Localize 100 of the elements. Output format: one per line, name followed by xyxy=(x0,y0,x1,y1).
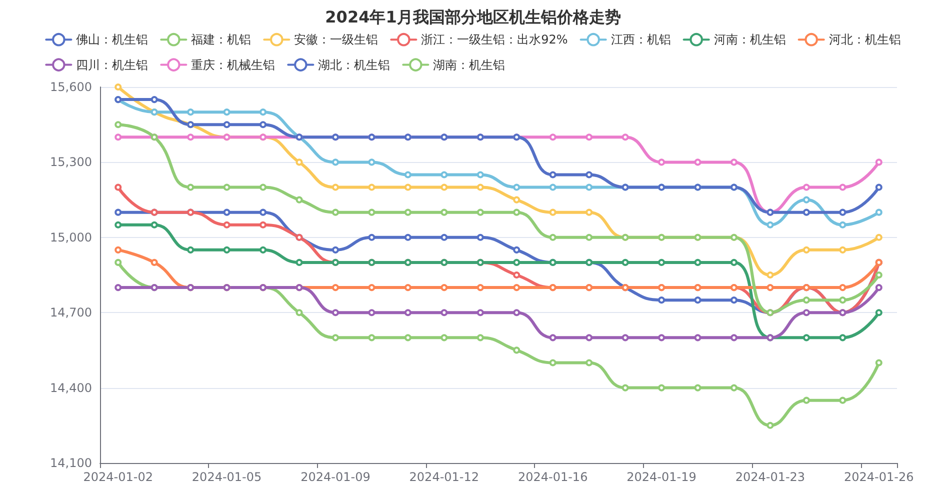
point xyxy=(658,258,666,266)
legend-label: 重庆：机械生铝 xyxy=(191,58,276,72)
point xyxy=(549,334,556,342)
point xyxy=(802,246,810,254)
chart-title: 2024年1月我国部分地区机生铝价格走势 xyxy=(325,8,621,26)
point xyxy=(187,134,194,141)
point xyxy=(368,284,376,292)
point xyxy=(114,221,122,228)
legend-label: 佛山：机生铝 xyxy=(76,32,148,47)
point xyxy=(260,208,267,216)
point xyxy=(223,246,230,254)
point xyxy=(802,334,810,342)
point xyxy=(839,284,846,292)
point xyxy=(114,184,122,191)
point xyxy=(694,296,702,304)
point xyxy=(114,134,122,141)
point xyxy=(223,221,230,228)
point xyxy=(476,334,484,342)
x-tick-label: 2024-01-23 xyxy=(735,470,806,484)
point xyxy=(513,258,520,266)
point xyxy=(586,184,593,191)
point xyxy=(766,422,774,429)
point xyxy=(513,184,520,191)
point xyxy=(404,284,412,292)
legend-label: 河南：机生铝 xyxy=(714,32,786,47)
point xyxy=(694,258,702,266)
point xyxy=(730,384,738,392)
point xyxy=(332,184,339,191)
point xyxy=(839,296,846,304)
point xyxy=(513,309,520,316)
point xyxy=(440,171,448,178)
point xyxy=(332,284,339,292)
point xyxy=(260,121,267,128)
point xyxy=(586,234,593,241)
point xyxy=(187,184,194,191)
legend-label: 四川：机生铝 xyxy=(76,58,148,72)
point xyxy=(114,121,122,128)
x-tick-label: 2024-01-02 xyxy=(83,470,153,484)
point xyxy=(802,184,810,191)
point xyxy=(875,208,882,216)
point xyxy=(658,296,666,304)
point xyxy=(802,196,810,204)
point xyxy=(875,272,882,278)
point xyxy=(187,246,194,254)
legend-label: 湖南：机生铝 xyxy=(433,58,506,72)
legend-label: 河北：机生铝 xyxy=(828,32,901,47)
point xyxy=(766,272,774,278)
x-tick-label: 2024-01-12 xyxy=(409,470,480,484)
point xyxy=(802,309,810,316)
point xyxy=(658,158,666,166)
point xyxy=(296,258,303,266)
y-tick-label: 14,400 xyxy=(50,380,92,395)
x-tick-label: 2024-01-16 xyxy=(518,470,588,484)
point xyxy=(513,208,520,216)
point xyxy=(586,334,593,342)
point xyxy=(513,346,520,354)
y-tick-label: 15,600 xyxy=(50,80,92,94)
point xyxy=(694,334,702,342)
point xyxy=(658,384,666,392)
point xyxy=(586,134,593,141)
point xyxy=(260,184,267,191)
point xyxy=(150,258,158,266)
point xyxy=(694,384,702,392)
y-tick-label: 14,100 xyxy=(50,456,92,470)
point xyxy=(730,158,738,166)
point xyxy=(332,208,339,216)
point xyxy=(839,208,846,216)
point xyxy=(586,208,593,216)
point xyxy=(223,184,230,191)
point xyxy=(766,221,774,228)
point xyxy=(150,221,158,228)
point xyxy=(114,84,122,90)
legend-label: 浙江：一级生铝：出水92% xyxy=(421,32,568,47)
point xyxy=(223,208,230,216)
point xyxy=(513,196,520,204)
x-tick-label: 2024-01-26 xyxy=(844,470,914,484)
point xyxy=(875,158,882,166)
point xyxy=(549,134,556,141)
point xyxy=(476,234,484,241)
point xyxy=(404,334,412,342)
point xyxy=(875,284,882,292)
point xyxy=(839,221,846,228)
point xyxy=(223,108,230,116)
point xyxy=(875,184,882,191)
legend-label: 湖北：机生铝 xyxy=(318,58,390,72)
point xyxy=(586,171,593,178)
point xyxy=(622,384,629,392)
point xyxy=(114,258,122,266)
point xyxy=(839,246,846,254)
point xyxy=(223,121,230,128)
point xyxy=(440,309,448,316)
point xyxy=(440,234,448,241)
point xyxy=(114,246,122,254)
point xyxy=(476,284,484,292)
point xyxy=(622,134,629,141)
point xyxy=(368,184,376,191)
point xyxy=(440,284,448,292)
point xyxy=(658,334,666,342)
point xyxy=(332,158,339,166)
point xyxy=(476,208,484,216)
